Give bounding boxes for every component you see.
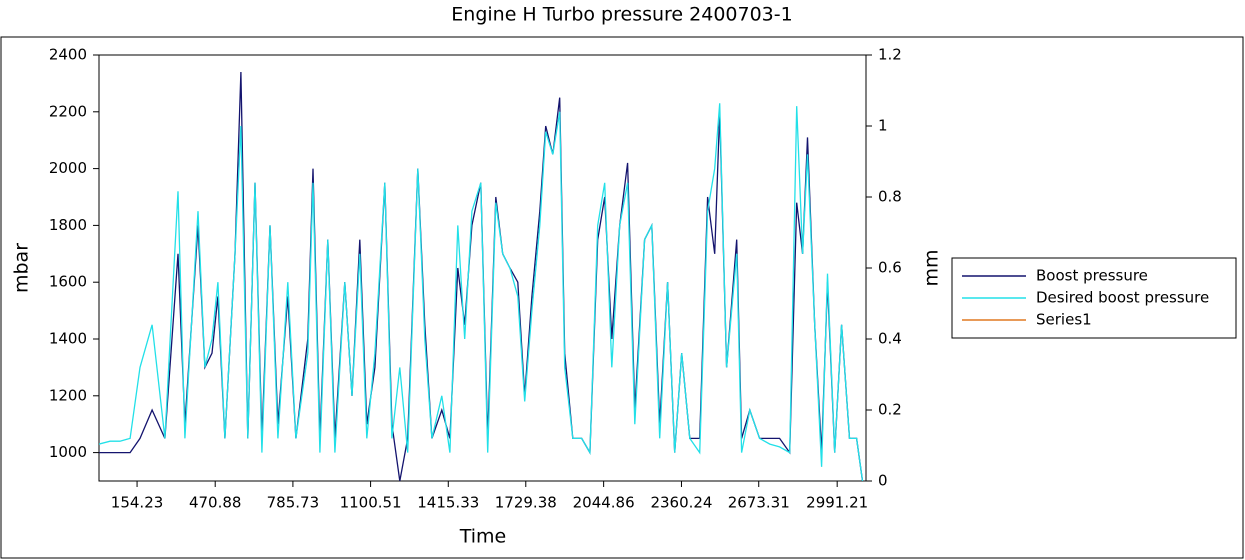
y2-tick-label: 0: [878, 472, 888, 490]
x-tick-label: 1100.51: [340, 494, 402, 512]
y2-tick-label: 0.8: [878, 188, 902, 206]
frame: [0, 36, 1244, 559]
x-tick-label: 1415.33: [417, 494, 479, 512]
y2-tick-label: 0.6: [878, 259, 902, 277]
y2-tick-label: 1: [878, 117, 888, 135]
legend-label: Desired boost pressure: [1036, 289, 1209, 307]
x-tick-label: 2044.86: [573, 494, 635, 512]
y-tick-label: 1600: [49, 273, 87, 291]
x-tick-label: 2991.21: [806, 494, 868, 512]
y-tick-label: 2400: [49, 46, 87, 64]
y-tick-label: 2200: [49, 102, 87, 120]
y-tick-label: 2000: [49, 159, 87, 177]
y-axis-label: mbar: [11, 243, 33, 293]
y-tick-label: 1400: [49, 330, 87, 348]
x-tick-label: 2673.31: [728, 494, 790, 512]
x-tick-label: 785.73: [267, 494, 320, 512]
y2-axis-label: mm: [921, 249, 943, 286]
y2-tick-label: 0.2: [878, 401, 902, 419]
y-tick-label: 1000: [49, 443, 87, 461]
series-line: [99, 103, 864, 481]
x-tick-label: 2360.24: [650, 494, 712, 512]
legend-label: Series1: [1036, 311, 1092, 329]
y-tick-label: 1800: [49, 216, 87, 234]
y2-tick-label: 1.2: [878, 46, 902, 64]
chart-title: Engine H Turbo pressure 2400703-1: [451, 4, 792, 26]
x-tick-label: 470.88: [189, 494, 242, 512]
y-tick-label: 1200: [49, 386, 87, 404]
x-tick-label: 1729.38: [495, 494, 557, 512]
x-tick-label: 154.23: [111, 494, 164, 512]
y2-tick-label: 0.4: [878, 330, 902, 348]
legend-label: Boost pressure: [1036, 267, 1148, 285]
x-axis-label: Time: [459, 526, 507, 548]
